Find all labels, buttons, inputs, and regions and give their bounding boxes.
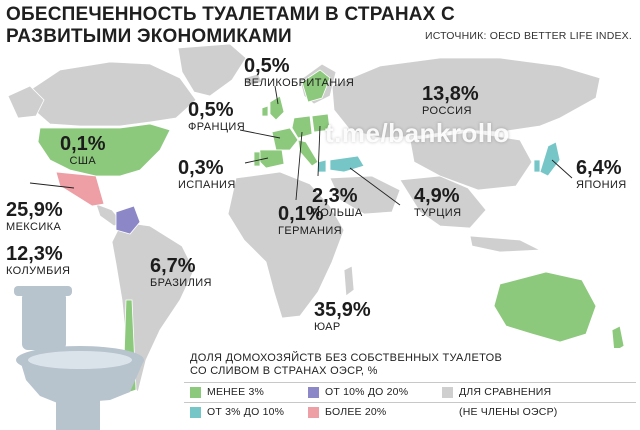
poland-name: ПОЛЬША (312, 207, 363, 219)
legend: ДОЛЯ ДОМОХОЗЯЙСТВ БЕЗ СОБСТВЕННЫХ ТУАЛЕТ… (184, 348, 636, 428)
legend-item-more-20: БОЛЕЕ 20% (308, 406, 386, 418)
turkey-shape (329, 155, 365, 173)
italy-shape (297, 139, 319, 167)
label-colombia: 12,3% КОЛУМБИЯ (6, 243, 71, 278)
spain-value: 0,3% (178, 157, 224, 179)
france-name: ФРАНЦИЯ (188, 121, 246, 133)
russia-name: РОССИЯ (422, 105, 472, 117)
middle-east-shape (329, 175, 401, 215)
japan-shape (539, 141, 561, 177)
swatch-non-oecd (442, 386, 453, 398)
germany-shape (291, 115, 313, 139)
leader-mexico (29, 182, 75, 189)
spain-name: ИСПАНИЯ (178, 179, 236, 191)
poland-value: 2,3% (312, 185, 358, 207)
leader-france (239, 129, 281, 139)
russia-value: 13,8% (422, 83, 479, 105)
poland-shape (311, 113, 331, 133)
leader-uk (274, 85, 279, 105)
turkey-value: 4,9% (414, 185, 460, 207)
ireland-shape (261, 105, 269, 117)
africa-shape (227, 171, 345, 319)
label-mexico: 25,9% МЕКСИКА (6, 199, 63, 234)
mexico-shape (55, 171, 105, 207)
mexico-value: 25,9% (6, 199, 63, 221)
colombia-value: 12,3% (6, 243, 63, 265)
nordic-oecd-shape (301, 69, 331, 103)
uk-name: ВЕЛИКОБРИТАНИЯ (244, 77, 355, 89)
usa-name: США (69, 155, 97, 167)
iceland-shape (243, 73, 263, 87)
legend-label-3-10: ОТ 3% ДО 10% (207, 406, 285, 418)
legend-label-less-3: МЕНЕЕ 3% (207, 386, 265, 398)
label-usa: 0,1% США (60, 133, 106, 168)
leader-germany (295, 131, 303, 201)
usa-value: 0,1% (60, 133, 106, 155)
label-russia: 13,8% РОССИЯ (422, 83, 479, 118)
legend-item-non-oecd-note: (НЕ ЧЛЕНЫ ОЭСР) (459, 406, 557, 418)
nz-shape (611, 325, 625, 353)
legend-label-non-oecd-note: (НЕ ЧЛЕНЫ ОЭСР) (459, 406, 558, 418)
germany-name: ГЕРМАНИЯ (278, 225, 343, 237)
label-turkey: 4,9% ТУРЦИЯ (414, 185, 462, 220)
legend-item-3-10: ОТ 3% ДО 10% (190, 406, 284, 418)
legend-label-10-20: ОТ 10% ДО 20% (325, 386, 409, 398)
russia-shape (331, 57, 601, 139)
turkey-name: ТУРЦИЯ (414, 207, 462, 219)
indonesia-shape (469, 235, 542, 253)
legend-item-less-3: МЕНЕЕ 3% (190, 386, 264, 398)
australia-shape (493, 271, 597, 343)
leader-japan (551, 159, 573, 179)
usa-shape (37, 123, 171, 177)
label-poland: 2,3% ПОЛЬША (312, 185, 363, 220)
france-shape (271, 127, 299, 151)
legend-label-more-20: БОЛЕЕ 20% (325, 406, 387, 418)
colombia-name: КОЛУМБИЯ (6, 265, 71, 277)
alaska-shape (7, 85, 45, 119)
label-japan: 6,4% ЯПОНИЯ (576, 157, 627, 192)
swatch-less-3 (190, 386, 201, 398)
label-south-africa: 35,9% ЮАР (314, 299, 371, 334)
label-uk: 0,5% ВЕЛИКОБРИТАНИЯ (244, 55, 355, 90)
mexico-name: МЕКСИКА (6, 221, 62, 233)
france-value: 0,5% (188, 99, 234, 121)
legend-item-10-20: ОТ 10% ДО 20% (308, 386, 408, 398)
china-shape (409, 131, 533, 191)
label-france: 0,5% ФРАНЦИЯ (188, 99, 246, 134)
leader-poland (317, 125, 321, 177)
label-brazil: 6,7% БРАЗИЛИЯ (150, 255, 212, 290)
leader-turkey (349, 167, 401, 206)
label-spain: 0,3% ИСПАНИЯ (178, 157, 236, 192)
watermark: t.me/bankrollo (325, 118, 510, 148)
legend-title: ДОЛЯ ДОМОХОЗЯЙСТВ БЕЗ СОБСТВЕННЫХ ТУАЛЕТ… (190, 352, 503, 377)
uk-shape (269, 95, 285, 121)
canada-shape (29, 61, 197, 127)
legend-divider-top (184, 382, 636, 383)
source-note: ИСТОЧНИК: OECD BETTER LIFE INDEX. (424, 30, 632, 42)
south-africa-name: ЮАР (314, 321, 341, 333)
legend-divider-mid (184, 402, 636, 403)
germany-value: 0,1% (278, 203, 324, 225)
japan-name: ЯПОНИЯ (576, 179, 627, 191)
korea-shape (533, 159, 541, 173)
japan-value: 6,4% (576, 157, 622, 179)
brazil-value: 6,7% (150, 255, 196, 277)
brazil-name: БРАЗИЛИЯ (150, 277, 212, 289)
madagascar-shape (343, 265, 355, 297)
leader-spain (244, 157, 269, 164)
page-title: ОБЕСПЕЧЕННОСТЬ ТУАЛЕТАМИ В СТРАНАХ С РАЗ… (6, 4, 455, 47)
greenland-shape (177, 43, 247, 97)
label-germany: 0,1% ГЕРМАНИЯ (278, 203, 343, 238)
portugal-shape (253, 151, 261, 167)
greece-shape (317, 159, 327, 173)
legend-item-non-oecd: ДЛЯ СРАВНЕНИЯ (442, 386, 551, 398)
swatch-more-20 (308, 406, 319, 418)
uk-value: 0,5% (244, 55, 290, 77)
colombia-shape (115, 205, 141, 235)
legend-label-non-oecd: ДЛЯ СРАВНЕНИЯ (459, 386, 552, 398)
swatch-3-10 (190, 406, 201, 418)
swatch-10-20 (308, 386, 319, 398)
south-africa-value: 35,9% (314, 299, 371, 321)
